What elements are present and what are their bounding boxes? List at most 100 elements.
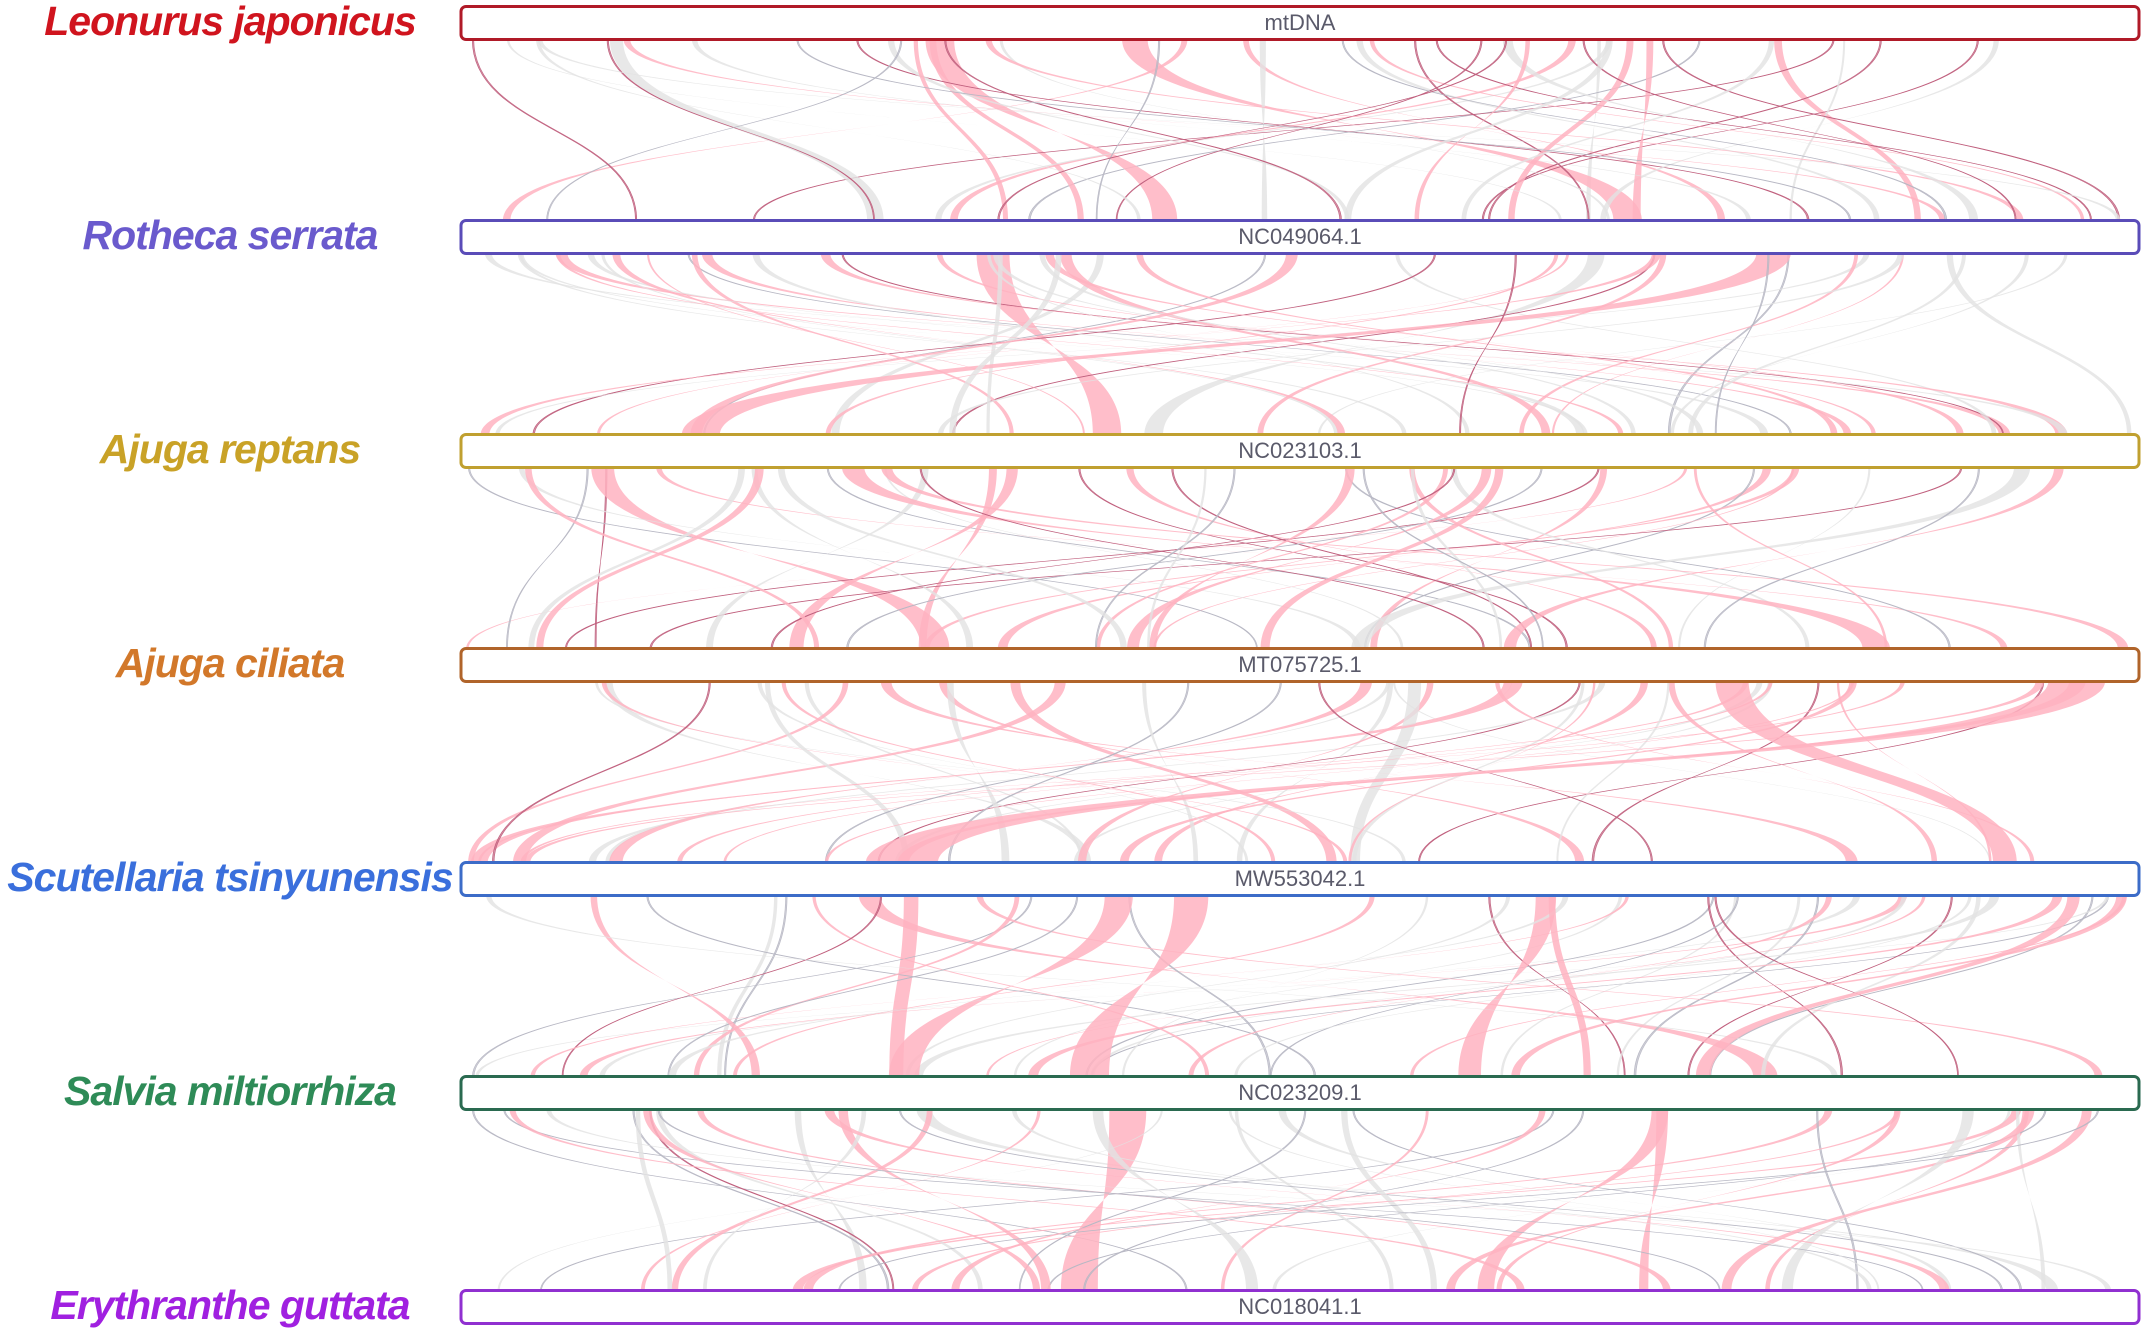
synteny-ribbon bbox=[752, 253, 1585, 435]
synteny-ribbon bbox=[643, 1109, 1041, 1291]
synteny-ribbon bbox=[912, 1109, 1900, 1291]
synteny-ribbon bbox=[916, 1109, 2059, 1291]
synteny-ribbon bbox=[1668, 681, 1938, 863]
synteny-ribbon bbox=[518, 467, 1361, 649]
synteny-ribbon bbox=[895, 681, 1763, 863]
synteny-ribbon bbox=[803, 1109, 1833, 1291]
synteny-ribbon bbox=[1272, 1109, 2011, 1291]
synteny-ribbon bbox=[1496, 1109, 1901, 1291]
synteny-ribbon bbox=[1147, 467, 1207, 649]
synteny-ribbon bbox=[865, 681, 2106, 863]
synteny-ribbon bbox=[999, 39, 1610, 221]
synteny-ribbon bbox=[812, 895, 1210, 1077]
synteny-ribbon bbox=[1816, 1109, 1859, 1291]
synteny-ribbon bbox=[884, 467, 1404, 649]
synteny-ribbon bbox=[1836, 681, 1992, 863]
synteny-ribbon bbox=[789, 467, 1018, 649]
synteny-ribbon bbox=[513, 681, 1066, 863]
synteny-ribbon bbox=[838, 1109, 1051, 1291]
chromosome-box bbox=[459, 1289, 2141, 1325]
synteny-ribbon bbox=[889, 895, 919, 1077]
synteny-ribbon bbox=[986, 895, 1926, 1077]
synteny-ribbon bbox=[706, 467, 929, 649]
synteny-ribbon bbox=[1774, 39, 1921, 221]
synteny-ribbon bbox=[1461, 39, 1775, 221]
synteny-ribbon bbox=[764, 681, 910, 863]
synteny-ribbon bbox=[528, 467, 745, 649]
synteny-ribbon bbox=[635, 1109, 673, 1291]
synteny-ribbon bbox=[497, 1109, 1163, 1291]
synteny-ribbon bbox=[1142, 681, 1199, 863]
synteny-ribbon bbox=[1586, 39, 1601, 221]
synteny-ribbon bbox=[1369, 39, 2085, 221]
synteny-ribbon bbox=[623, 39, 1946, 221]
synteny-ribbon bbox=[1693, 467, 1888, 649]
synteny-ribbon bbox=[591, 467, 950, 649]
synteny-ribbon bbox=[929, 39, 1084, 221]
synteny-ribbon bbox=[492, 681, 711, 863]
chromosome-box bbox=[459, 861, 2141, 897]
synteny-ribbon bbox=[609, 681, 1372, 863]
species-label: Ajuga ciliata bbox=[115, 640, 345, 686]
synteny-ribbon bbox=[1393, 681, 1991, 863]
synteny-ribbon bbox=[525, 467, 820, 649]
synteny-ribbon bbox=[1318, 253, 2068, 435]
synteny-ribbon bbox=[936, 253, 1876, 435]
synteny-ribbon bbox=[1126, 467, 1657, 649]
synteny-ribbon bbox=[1508, 39, 1634, 221]
synteny-ribbon bbox=[690, 253, 1298, 435]
synteny-ribbon bbox=[1094, 467, 1236, 649]
synteny-ribbon bbox=[1073, 681, 1773, 863]
species-label: Erythranthe guttata bbox=[50, 1282, 409, 1328]
synteny-ribbon bbox=[825, 253, 1559, 435]
synteny-ribbon bbox=[938, 253, 1904, 435]
synteny-ribbon bbox=[1446, 1109, 2035, 1291]
synteny-ribbon bbox=[1502, 39, 1979, 221]
synteny-ribbon bbox=[536, 467, 764, 649]
synteny-ribbon bbox=[691, 253, 1014, 435]
accession-label: MT075725.1 bbox=[1238, 652, 1362, 677]
synteny-ribbon bbox=[590, 895, 761, 1077]
synteny-ribbon bbox=[1243, 39, 1726, 221]
synteny-ribbon bbox=[475, 895, 2110, 1077]
synteny-ribbon bbox=[671, 1109, 933, 1291]
synteny-ribbon bbox=[1090, 895, 1907, 1077]
synteny-ribbon bbox=[1011, 1109, 1872, 1291]
synteny-ribbon bbox=[949, 253, 1062, 435]
synteny-ribbon bbox=[1078, 681, 1434, 863]
synteny-ribbon bbox=[536, 39, 1141, 221]
synteny-ribbon bbox=[604, 681, 1092, 863]
synteny-ribbon bbox=[1010, 681, 1337, 863]
synteny-ribbon bbox=[881, 467, 2129, 649]
synteny-ribbon bbox=[471, 39, 638, 221]
synteny-ribbon bbox=[565, 467, 1600, 649]
synteny-ribbon bbox=[1045, 253, 1964, 435]
synteny-ribbon bbox=[946, 681, 1010, 863]
synteny-ribbon bbox=[880, 681, 1858, 863]
synteny-ribbon bbox=[1341, 39, 1948, 221]
synteny-ribbon bbox=[824, 1109, 1950, 1291]
synteny-ribbon bbox=[530, 895, 1629, 1077]
synteny-ribbon bbox=[914, 895, 2000, 1077]
synteny-ribbon bbox=[1715, 681, 2017, 863]
synteny-ribbon bbox=[925, 39, 1178, 221]
synteny-ribbon bbox=[1278, 1109, 1952, 1291]
synteny-ribbon bbox=[537, 39, 2121, 221]
species-label: Rotheca serrata bbox=[83, 212, 378, 258]
synteny-ribbon bbox=[555, 253, 2011, 435]
synteny-ribbon bbox=[923, 467, 1800, 649]
synteny-ribbon bbox=[993, 253, 1704, 435]
species-label: Scutellaria tsinyunensis bbox=[7, 854, 453, 900]
synteny-ribbon bbox=[1122, 39, 1642, 221]
synteny-ribbon bbox=[824, 681, 1855, 863]
synteny-ribbon bbox=[597, 253, 1570, 435]
ribbons bbox=[466, 39, 2132, 1291]
synteny-ribbon bbox=[842, 467, 1890, 649]
synteny-ribbon bbox=[1481, 39, 1979, 221]
synteny-ribbon bbox=[502, 39, 1188, 221]
synteny-ribbon bbox=[1781, 1109, 1974, 1291]
synteny-ribbon bbox=[701, 253, 1852, 435]
chromosome-box bbox=[459, 219, 2141, 255]
synteny-ribbon bbox=[905, 895, 1511, 1077]
synteny-ribbon bbox=[1220, 1109, 1429, 1291]
